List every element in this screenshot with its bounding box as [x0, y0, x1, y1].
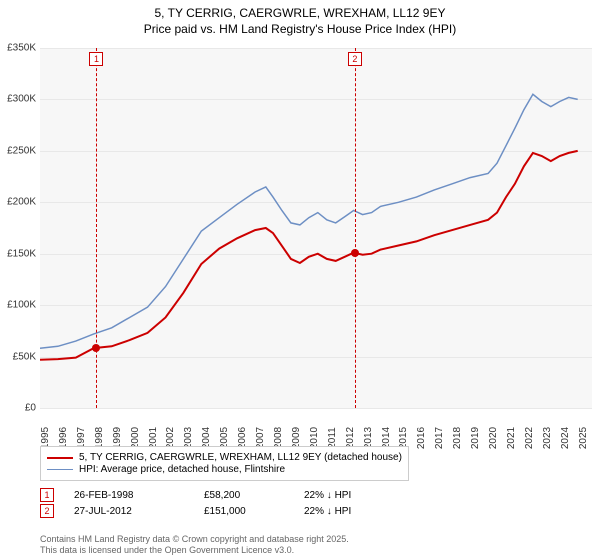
x-tick-label: 2022: [524, 427, 535, 449]
sale-diff: 22% ↓ HPI: [304, 506, 384, 517]
sale-number-box: 2: [40, 504, 54, 518]
sale-date: 27-JUL-2012: [74, 506, 184, 517]
sale-number-box: 1: [40, 488, 54, 502]
series-hpi: [40, 94, 578, 348]
sales-table: 1 26-FEB-1998 £58,200 22% ↓ HPI 2 27-JUL-2012…: [40, 486, 384, 520]
marker-dot: [351, 249, 359, 257]
x-axis-labels: 1995199619971998199920002001200220032004…: [40, 408, 592, 448]
sale-row: 2 27-JUL-2012 £151,000 22% ↓ HPI: [40, 504, 384, 518]
legend: 5, TY CERRIG, CAERGWRLE, WREXHAM, LL12 9…: [40, 446, 409, 481]
chart-subtitle: Price paid vs. HM Land Registry's House …: [0, 22, 600, 36]
y-tick-label: £100K: [7, 300, 36, 311]
x-tick-label: 2020: [488, 427, 499, 449]
chart-lines: [40, 48, 592, 408]
plot-area: 12: [40, 48, 592, 408]
x-tick-label: 2023: [542, 427, 553, 449]
x-tick-label: 2025: [578, 427, 589, 449]
attribution-line: Contains HM Land Registry data © Crown c…: [40, 534, 349, 545]
legend-label: HPI: Average price, detached house, Flin…: [79, 464, 285, 475]
series-property: [40, 151, 578, 360]
sale-row: 1 26-FEB-1998 £58,200 22% ↓ HPI: [40, 488, 384, 502]
x-tick-label: 2019: [470, 427, 481, 449]
x-tick-label: 2021: [506, 427, 517, 449]
legend-swatch: [47, 457, 73, 459]
x-tick-label: 2018: [452, 427, 463, 449]
legend-row: 5, TY CERRIG, CAERGWRLE, WREXHAM, LL12 9…: [47, 452, 402, 463]
legend-swatch: [47, 469, 73, 471]
marker-number-box: 1: [89, 52, 103, 66]
sale-price: £151,000: [204, 506, 284, 517]
x-tick-label: 2016: [416, 427, 427, 449]
y-tick-label: £200K: [7, 197, 36, 208]
sale-price: £58,200: [204, 490, 284, 501]
marker-line: [355, 48, 356, 408]
y-tick-label: £300K: [7, 94, 36, 105]
y-tick-label: £0: [25, 403, 36, 414]
y-tick-label: £350K: [7, 43, 36, 54]
marker-line: [96, 48, 97, 408]
legend-row: HPI: Average price, detached house, Flin…: [47, 464, 402, 475]
x-tick-label: 2024: [560, 427, 571, 449]
marker-dot: [92, 344, 100, 352]
attribution: Contains HM Land Registry data © Crown c…: [40, 534, 349, 556]
y-tick-label: £50K: [13, 351, 36, 362]
y-tick-label: £150K: [7, 248, 36, 259]
sale-diff: 22% ↓ HPI: [304, 490, 384, 501]
attribution-line: This data is licensed under the Open Gov…: [40, 545, 349, 556]
y-axis-labels: £0£50K£100K£150K£200K£250K£300K£350K: [0, 48, 38, 408]
y-tick-label: £250K: [7, 145, 36, 156]
chart-title: 5, TY CERRIG, CAERGWRLE, WREXHAM, LL12 9…: [0, 0, 600, 22]
sale-date: 26-FEB-1998: [74, 490, 184, 501]
x-tick-label: 2017: [434, 427, 445, 449]
legend-label: 5, TY CERRIG, CAERGWRLE, WREXHAM, LL12 9…: [79, 452, 402, 463]
chart-container: 5, TY CERRIG, CAERGWRLE, WREXHAM, LL12 9…: [0, 0, 600, 560]
marker-number-box: 2: [348, 52, 362, 66]
